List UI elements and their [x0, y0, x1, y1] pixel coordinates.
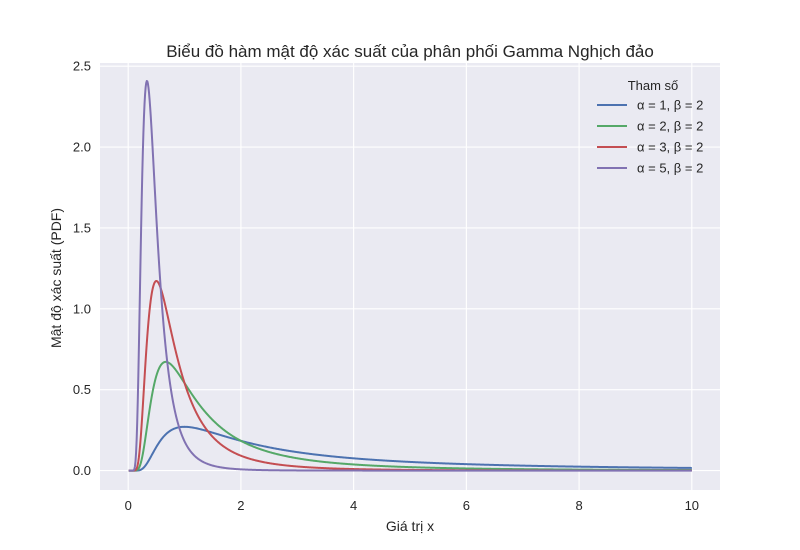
series-lines — [128, 80, 693, 472]
series-line-4 — [128, 80, 693, 472]
legend-entry-4: α = 5, β = 2 — [637, 161, 703, 176]
x-tick-label: 4 — [350, 498, 357, 513]
legend-entry-1: α = 1, β = 2 — [637, 98, 703, 113]
x-tick-label: 10 — [685, 498, 699, 513]
y-tick-label: 0.5 — [73, 382, 91, 397]
x-tick-label: 0 — [125, 498, 132, 513]
x-axis-label: Giá trị x — [386, 518, 434, 534]
legend-entry-3: α = 3, β = 2 — [637, 140, 703, 155]
y-tick-label: 2.0 — [73, 140, 91, 155]
y-tick-label: 2.5 — [73, 59, 91, 74]
legend-title: Tham số — [628, 78, 679, 93]
x-tick-label: 2 — [237, 498, 244, 513]
tick-labels: 0 2 4 6 8 10 0.0 0.5 1.0 1.5 2.0 2.5 — [73, 59, 699, 513]
chart-title: Biểu đồ hàm mật độ xác suất của phân phố… — [166, 42, 654, 61]
plot-area — [100, 63, 720, 490]
legend-entry-2: α = 2, β = 2 — [637, 119, 703, 134]
y-axis-label: Mật độ xác suất (PDF) — [48, 208, 64, 348]
y-tick-label: 1.5 — [73, 220, 91, 235]
y-tick-label: 1.0 — [73, 301, 91, 316]
x-tick-label: 8 — [575, 498, 582, 513]
y-tick-label: 0.0 — [73, 463, 91, 478]
legend: Tham số α = 1, β = 2 α = 2, β = 2 α = 3, β… — [597, 78, 703, 176]
x-tick-label: 6 — [463, 498, 470, 513]
series-line-1 — [128, 425, 693, 472]
